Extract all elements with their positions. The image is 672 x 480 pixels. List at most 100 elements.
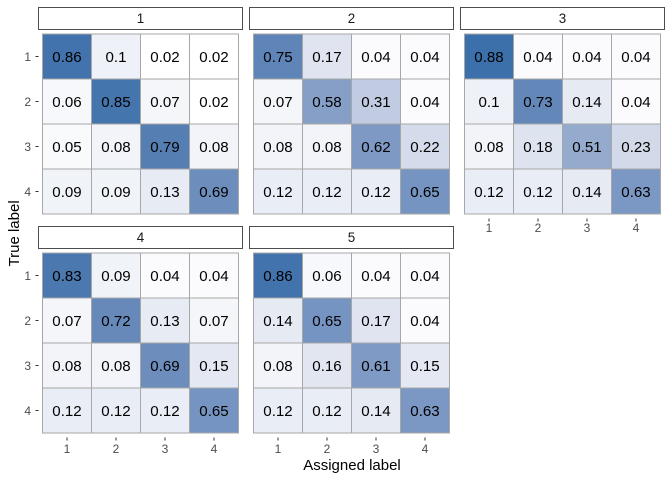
svg-text:0.75: 0.75 [263,49,292,66]
svg-text:0.08: 0.08 [52,358,81,375]
svg-text:1: 1 [486,221,493,235]
svg-text:0.08: 0.08 [263,139,292,156]
svg-text:0.79: 0.79 [150,139,179,156]
svg-text:0.02: 0.02 [199,94,228,111]
svg-text:0.73: 0.73 [523,94,552,111]
svg-text:0.22: 0.22 [410,139,439,156]
svg-text:4: 4 [137,230,145,245]
svg-text:0.16: 0.16 [312,358,341,375]
svg-text:4: 4 [211,442,218,456]
svg-text:0.1: 0.1 [479,94,500,111]
svg-text:1: 1 [64,442,71,456]
svg-text:0.08: 0.08 [101,358,130,375]
svg-text:0.06: 0.06 [52,94,81,111]
svg-text:3: 3 [373,442,380,456]
svg-text:0.12: 0.12 [263,403,292,420]
svg-text:0.06: 0.06 [312,268,341,285]
svg-text:3: 3 [162,442,169,456]
svg-text:5: 5 [348,230,355,245]
svg-text:0.58: 0.58 [312,94,341,111]
svg-text:0.14: 0.14 [572,94,601,111]
svg-text:0.04: 0.04 [410,313,439,330]
svg-text:2: 2 [348,11,355,26]
svg-text:0.61: 0.61 [361,358,390,375]
svg-text:0.04: 0.04 [572,49,601,66]
svg-text:0.12: 0.12 [523,184,552,201]
svg-text:0.02: 0.02 [199,49,228,66]
svg-text:0.04: 0.04 [410,268,439,285]
svg-text:Assigned label: Assigned label [303,457,401,474]
svg-text:0.69: 0.69 [150,358,179,375]
svg-text:1: 1 [24,269,31,283]
svg-text:0.04: 0.04 [410,94,439,111]
svg-text:0.07: 0.07 [150,94,179,111]
svg-text:0.12: 0.12 [101,403,130,420]
svg-text:0.62: 0.62 [361,139,390,156]
svg-text:4: 4 [633,221,640,235]
svg-text:0.51: 0.51 [572,139,601,156]
svg-text:3: 3 [584,221,591,235]
svg-text:4: 4 [24,404,31,418]
svg-text:0.15: 0.15 [410,358,439,375]
svg-text:3: 3 [24,140,31,154]
svg-text:0.14: 0.14 [361,403,390,420]
svg-text:0.1: 0.1 [106,49,127,66]
svg-text:0.07: 0.07 [52,313,81,330]
svg-text:0.14: 0.14 [263,313,292,330]
svg-text:0.86: 0.86 [52,49,81,66]
svg-text:0.13: 0.13 [150,184,179,201]
svg-text:0.13: 0.13 [150,313,179,330]
svg-text:0.69: 0.69 [199,184,228,201]
svg-text:0.07: 0.07 [199,313,228,330]
svg-text:0.12: 0.12 [52,403,81,420]
svg-text:0.04: 0.04 [361,268,390,285]
svg-text:2: 2 [324,442,331,456]
svg-text:1: 1 [24,50,31,64]
svg-text:0.12: 0.12 [312,403,341,420]
svg-text:0.65: 0.65 [199,403,228,420]
svg-text:0.72: 0.72 [101,313,130,330]
svg-text:0.63: 0.63 [621,184,650,201]
svg-text:2: 2 [113,442,120,456]
svg-text:0.09: 0.09 [52,184,81,201]
svg-text:0.04: 0.04 [199,268,228,285]
svg-text:0.04: 0.04 [150,268,179,285]
svg-text:0.14: 0.14 [572,184,601,201]
svg-text:0.05: 0.05 [52,139,81,156]
svg-text:0.17: 0.17 [312,49,341,66]
svg-text:0.65: 0.65 [312,313,341,330]
svg-text:0.12: 0.12 [361,184,390,201]
svg-text:0.09: 0.09 [101,268,130,285]
svg-text:0.12: 0.12 [474,184,503,201]
svg-text:0.08: 0.08 [101,139,130,156]
svg-text:0.85: 0.85 [101,94,130,111]
svg-text:0.88: 0.88 [474,49,503,66]
svg-text:0.04: 0.04 [621,49,650,66]
svg-text:1: 1 [137,11,144,26]
svg-text:3: 3 [559,11,566,26]
svg-text:1: 1 [275,442,282,456]
svg-text:0.23: 0.23 [621,139,650,156]
svg-text:0.18: 0.18 [523,139,552,156]
svg-text:0.31: 0.31 [361,94,390,111]
svg-text:2: 2 [535,221,542,235]
svg-text:0.86: 0.86 [263,268,292,285]
svg-text:4: 4 [422,442,429,456]
svg-text:0.12: 0.12 [150,403,179,420]
svg-text:0.07: 0.07 [263,94,292,111]
svg-text:0.63: 0.63 [410,403,439,420]
svg-text:2: 2 [24,314,31,328]
svg-text:True label: True label [6,200,23,266]
svg-text:0.08: 0.08 [312,139,341,156]
svg-text:0.04: 0.04 [523,49,552,66]
svg-text:0.12: 0.12 [312,184,341,201]
svg-text:4: 4 [24,185,31,199]
svg-text:0.15: 0.15 [199,358,228,375]
svg-text:2: 2 [24,95,31,109]
svg-text:0.08: 0.08 [474,139,503,156]
svg-text:0.04: 0.04 [621,94,650,111]
svg-text:0.09: 0.09 [101,184,130,201]
svg-text:0.04: 0.04 [410,49,439,66]
svg-text:0.04: 0.04 [361,49,390,66]
svg-text:0.17: 0.17 [361,313,390,330]
